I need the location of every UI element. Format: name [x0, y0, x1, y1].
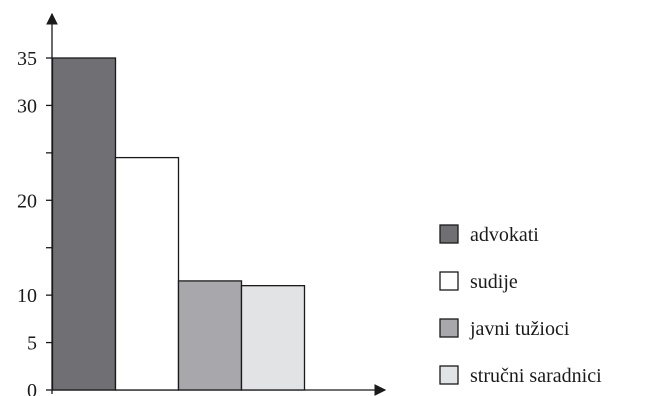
legend-label-sudije: sudije	[470, 271, 518, 293]
legend: advokati sudije javni tužioci stručni sarad…	[439, 224, 602, 387]
y-tick-label-5: 5	[27, 333, 37, 355]
legend-label-stručni-saradnici: stručni saradnici	[470, 365, 602, 387]
y-tick-label-10: 10	[17, 285, 37, 307]
legend-swatch-stručni-saradnici	[439, 365, 459, 385]
y-ticks: 0 5 10 20 30 35	[17, 48, 52, 396]
legend-swatch-javni-tužioci	[439, 318, 459, 338]
legend-swatch-sudije	[439, 271, 459, 291]
legend-label-javni-tužioci: javni tužioci	[469, 318, 570, 340]
bar-javni-tužioci	[177, 280, 243, 391]
bars	[51, 57, 306, 391]
legend-label-advokati: advokati	[470, 224, 539, 246]
bar-advokati	[51, 57, 117, 391]
y-tick-label-0: 0	[27, 380, 37, 396]
y-tick-label-30: 30	[17, 95, 37, 117]
bar-stručni-saradnici	[240, 285, 306, 391]
y-tick-label-35: 35	[17, 48, 37, 70]
y-tick-label-20: 20	[17, 190, 37, 212]
legend-swatch-advokati	[439, 224, 459, 244]
bar-sudije	[114, 156, 180, 391]
